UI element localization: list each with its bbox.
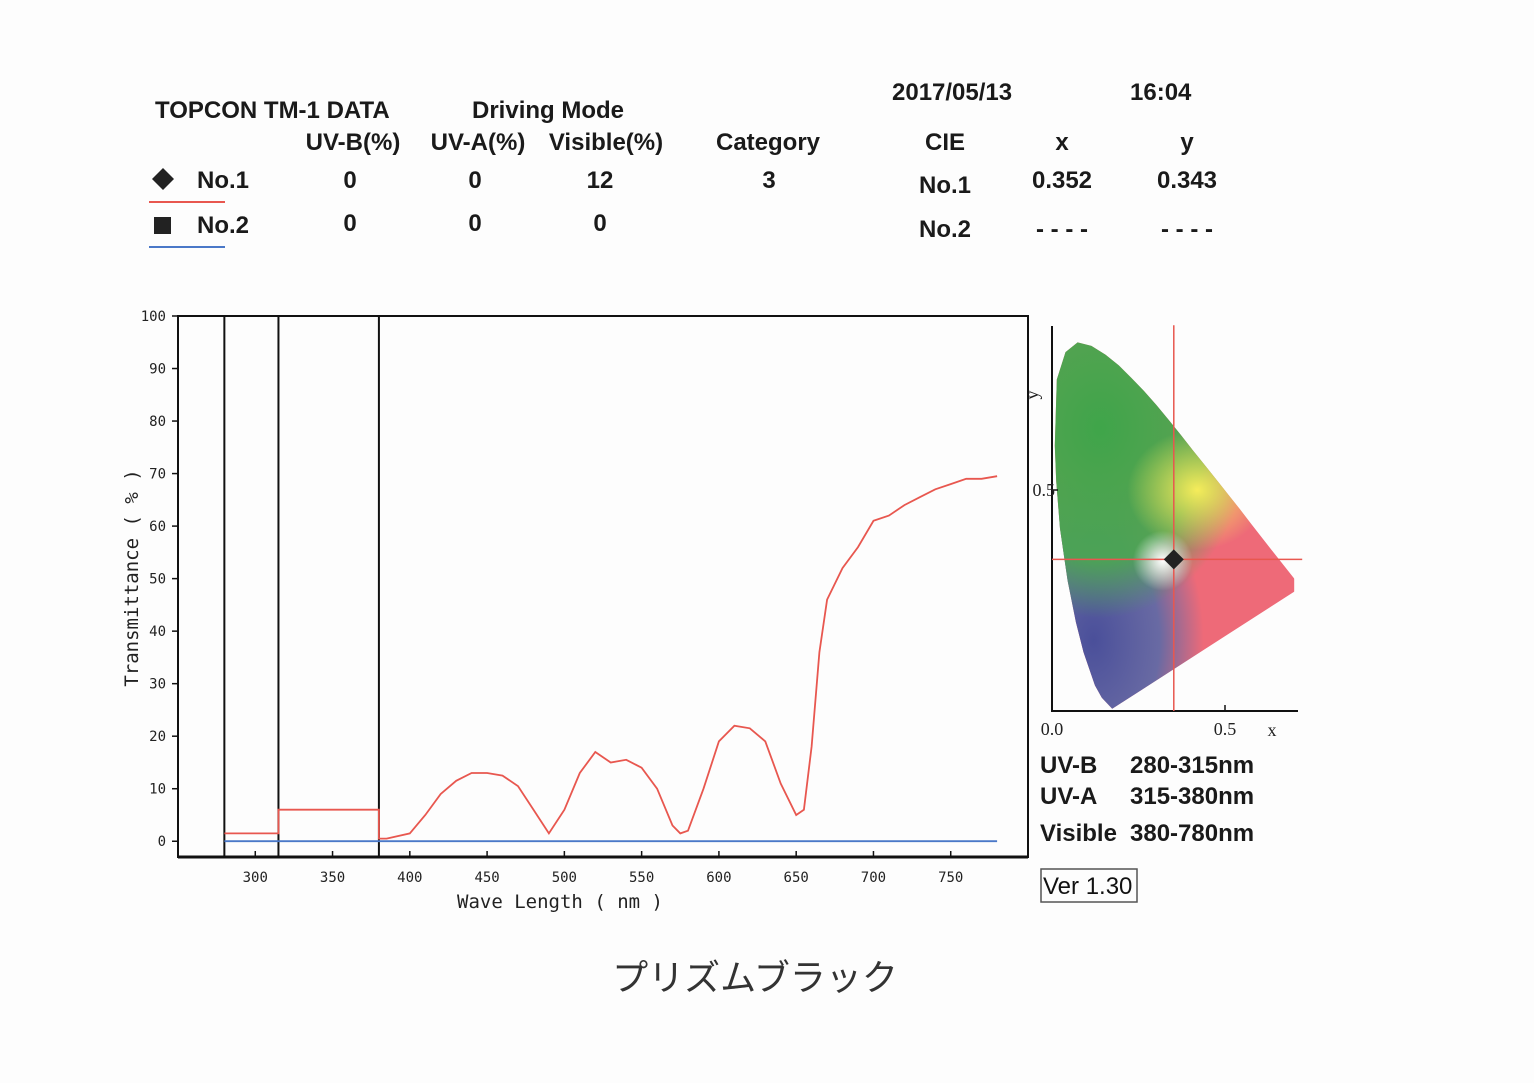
x-tick-label: 750 xyxy=(938,870,963,886)
range-name: UV-A xyxy=(1040,783,1097,810)
y-tick-label: 60 xyxy=(149,519,166,535)
y-tick-label: 50 xyxy=(149,572,166,588)
gamut-white xyxy=(1132,530,1193,591)
x-tick-label: 650 xyxy=(784,870,809,886)
version: Ver 1.30 xyxy=(1043,873,1132,900)
x-axis-title: x xyxy=(1268,720,1277,740)
cie-chart: x y 0.0 0.5 0.5 xyxy=(1022,325,1303,740)
cie-column: x xyxy=(1055,129,1069,156)
y-tick-label: 10 xyxy=(149,782,166,798)
y-axis-title: y xyxy=(1022,391,1042,400)
title: TOPCON TM-1 DATA xyxy=(155,97,390,124)
column-header: UV-A(%) xyxy=(431,129,526,156)
cell: - - - - xyxy=(1036,216,1088,243)
header: TOPCON TM-1 DATA Driving Mode 2017/05/13… xyxy=(149,79,1217,248)
date: 2017/05/13 xyxy=(892,79,1012,106)
range-value: 380-780nm xyxy=(1130,820,1254,847)
range-name: Visible xyxy=(1040,820,1117,847)
cell: 0 xyxy=(468,167,481,194)
y-axis-title: Transmittance ( % ) xyxy=(121,469,143,686)
series-line xyxy=(224,475,998,840)
column-header: Category xyxy=(716,129,821,156)
cell: 3 xyxy=(762,167,775,194)
cell: 0.343 xyxy=(1157,167,1217,194)
cell: - - - - xyxy=(1161,216,1213,243)
y-tick-label: 40 xyxy=(149,624,166,640)
cell: 0 xyxy=(343,167,356,194)
legend-marker xyxy=(152,168,174,190)
x-tick-label: 400 xyxy=(397,870,422,886)
y-tick-label: 0.5 xyxy=(1033,480,1056,500)
x-tick-label: 300 xyxy=(243,870,268,886)
y-tick-label: 0 xyxy=(158,834,166,850)
range-name: UV-B xyxy=(1040,752,1097,779)
version-box xyxy=(1040,868,1138,903)
x-tick-label: 500 xyxy=(552,870,577,886)
transmittance-chart: Wave Length ( nm ) Transmittance ( % ) 0… xyxy=(121,309,1029,913)
y-tick-label: 70 xyxy=(149,467,166,483)
cie-row-name: No.1 xyxy=(919,172,971,199)
mode: Driving Mode xyxy=(472,97,624,124)
cell: 12 xyxy=(587,167,614,194)
plot-frame xyxy=(177,315,1029,858)
cell: 0 xyxy=(593,210,606,237)
x-axis-title: Wave Length ( nm ) xyxy=(457,891,663,913)
x-tick-label: 550 xyxy=(629,870,654,886)
x-tick-label: 600 xyxy=(706,870,731,886)
gamut-green xyxy=(1054,342,1251,619)
gamut-yellow xyxy=(1127,430,1268,550)
x-tick-label: 0.0 xyxy=(1041,719,1064,739)
legend-marker xyxy=(154,217,171,234)
y-tick-label: 100 xyxy=(141,309,166,325)
cie-label: CIE xyxy=(925,129,965,156)
y-tick-label: 30 xyxy=(149,677,166,693)
x-tick-label: 700 xyxy=(861,870,886,886)
handwritten-note: プリズムブラック xyxy=(612,958,898,999)
cell: 0 xyxy=(468,210,481,237)
range-value: 280-315nm xyxy=(1130,752,1254,779)
point xyxy=(1163,549,1184,570)
column-header: Visible(%) xyxy=(549,129,663,156)
cie-row-name: No.2 xyxy=(919,216,971,243)
cell: 0.352 xyxy=(1032,167,1092,194)
range-value: 315-380nm xyxy=(1130,783,1254,810)
ranges: UV-B 280-315nm UV-A 315-380nm Visible 38… xyxy=(1040,752,1254,847)
y-tick-label: 20 xyxy=(149,729,166,745)
cie-column: y xyxy=(1180,129,1194,156)
y-tick-label: 90 xyxy=(149,362,166,378)
x-tick-label: 350 xyxy=(320,870,345,886)
time: 16:04 xyxy=(1130,79,1192,106)
x-tick-label: 450 xyxy=(474,870,499,886)
gamut xyxy=(1054,342,1295,709)
cell: 0 xyxy=(343,210,356,237)
legend-label: No.2 xyxy=(197,212,249,239)
legend-label: No.1 xyxy=(197,167,249,194)
column-header: UV-B(%) xyxy=(306,129,401,156)
y-tick-label: 80 xyxy=(149,414,166,430)
x-tick-label: 0.5 xyxy=(1214,719,1237,739)
